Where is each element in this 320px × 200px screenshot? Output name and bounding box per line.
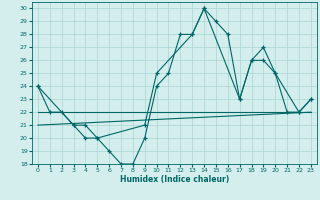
X-axis label: Humidex (Indice chaleur): Humidex (Indice chaleur)	[120, 175, 229, 184]
